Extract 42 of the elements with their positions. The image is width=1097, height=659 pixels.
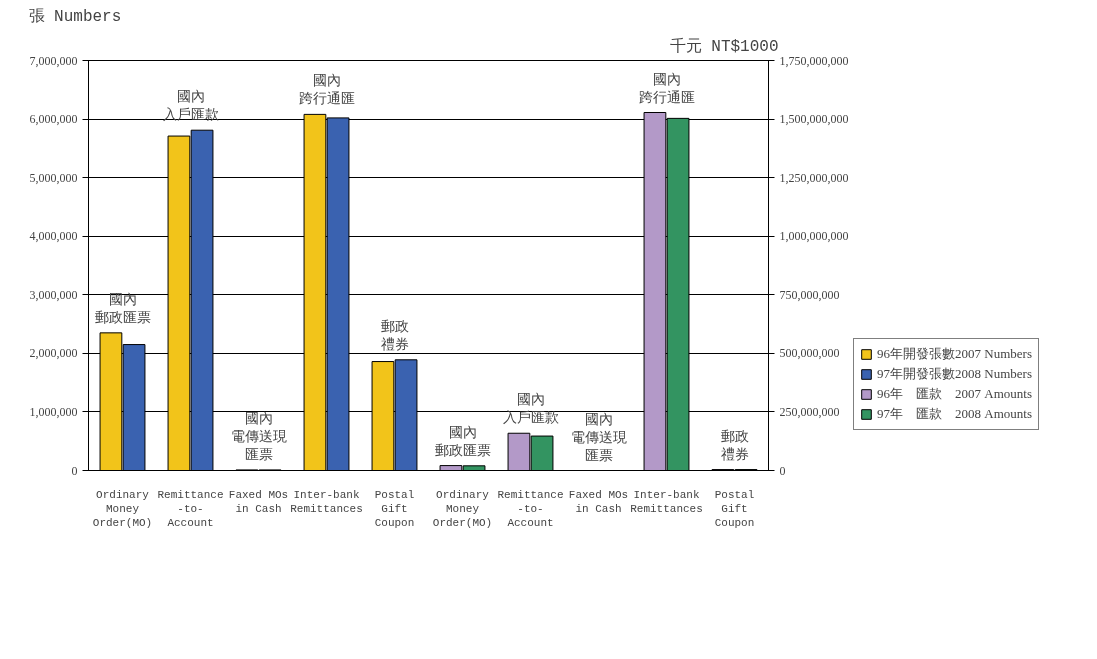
annotation: 國內郵政匯票 [94,291,151,325]
y-tick-label: 0 [71,463,78,478]
y2-tick-label: 1,000,000,000 [779,229,849,244]
x-tick-label: Inter-bank Remittances [630,488,703,515]
y-axis-title: 張 Numbers [28,7,122,26]
annotation: 國內跨行通匯 [638,71,695,105]
x-tick-label: Faxed MOs in Cash [228,488,289,515]
y-tick-label: 3,000,000 [29,287,78,302]
x-tick-label: Faxed MOs in Cash [568,488,629,515]
y2-axis-title: 千元 NT$1000 [669,36,779,56]
y-tick-label: 7,000,000 [29,53,78,68]
x-tick-label: Postal Gift Coupon [714,488,755,530]
annotation: 國內電傳送現匯票 [570,411,627,463]
x-tick-label: Ordinary Money Order(MO) [92,488,153,530]
x-tick-label: Postal Gift Coupon [374,488,415,530]
y2-tick-label: 500,000,000 [779,346,840,361]
y2-tick-label: 1,250,000,000 [779,170,849,185]
y2-tick-label: 1,500,000,000 [779,112,849,127]
annotation: 郵政禮券 [720,428,749,462]
legend-label: 96年 匯款 2007 Amounts [877,385,1032,403]
legend-label: 96年開發張數2007 Numbers [877,345,1032,363]
annotation: 國內郵政匯票 [434,424,491,458]
y-tick-label: 6,000,000 [29,112,78,127]
y-tick-label: 2,000,000 [29,346,78,361]
annotation: 郵政禮券 [380,318,409,352]
annotation: 國內跨行通匯 [298,73,355,107]
legend-label: 97年 匯款 2008 Amounts [877,405,1032,423]
y-tick-label: 4,000,000 [29,229,78,244]
annotation: 國內入戶匯款 [162,89,219,123]
y2-tick-label: 0 [779,463,786,478]
y2-tick-label: 750,000,000 [779,287,840,302]
annotation: 國內電傳送現匯票 [230,410,287,462]
y2-tick-label: 250,000,000 [779,404,840,419]
y-tick-label: 5,000,000 [29,170,78,185]
y2-tick-label: 1,750,000,000 [779,53,849,68]
x-tick-label: Remittance -to- Account [497,488,564,530]
y-tick-label: 1,000,000 [29,404,78,419]
x-tick-label: Ordinary Money Order(MO) [432,488,493,530]
x-tick-label: Remittance -to- Account [157,488,224,530]
legend-label: 97年開發張數2008 Numbers [877,365,1032,383]
x-tick-label: Inter-bank Remittances [290,488,363,515]
annotation: 國內入戶匯款 [502,392,559,426]
